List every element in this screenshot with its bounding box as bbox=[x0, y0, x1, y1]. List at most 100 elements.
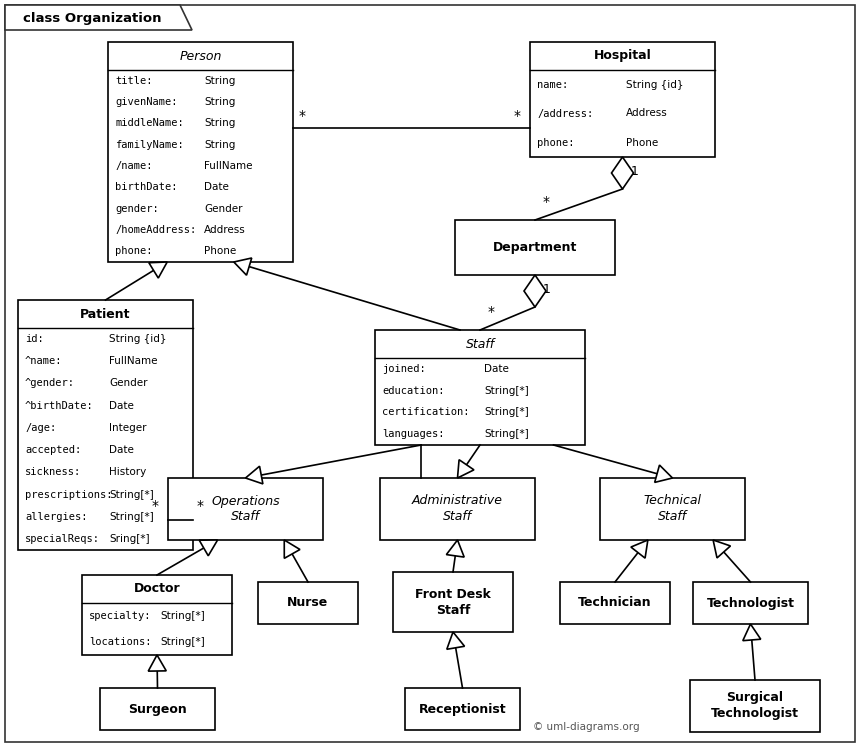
Bar bbox=[600, 478, 745, 540]
Text: String[*]: String[*] bbox=[160, 637, 205, 647]
Text: String: String bbox=[204, 75, 236, 86]
Text: id:: id: bbox=[25, 334, 44, 344]
Text: /name:: /name: bbox=[115, 161, 152, 171]
Text: ^name:: ^name: bbox=[25, 356, 63, 366]
Text: Gender: Gender bbox=[109, 379, 148, 388]
Text: prescriptions:: prescriptions: bbox=[25, 489, 113, 500]
Polygon shape bbox=[149, 262, 167, 278]
Text: Address: Address bbox=[204, 225, 246, 235]
Polygon shape bbox=[148, 655, 166, 671]
Text: allergies:: allergies: bbox=[25, 512, 88, 521]
Polygon shape bbox=[458, 459, 474, 478]
Text: History: History bbox=[109, 468, 146, 477]
Text: Technician: Technician bbox=[578, 597, 652, 610]
Text: String[*]: String[*] bbox=[484, 429, 529, 439]
Text: title:: title: bbox=[115, 75, 152, 86]
Text: Patient: Patient bbox=[80, 308, 131, 320]
Text: Integer: Integer bbox=[109, 423, 146, 433]
Polygon shape bbox=[5, 5, 192, 30]
Text: Front Desk
Staff: Front Desk Staff bbox=[415, 587, 491, 616]
Text: Receptionist: Receptionist bbox=[419, 702, 507, 716]
Text: Surgeon: Surgeon bbox=[128, 702, 187, 716]
Text: certification:: certification: bbox=[382, 407, 470, 418]
Text: middleName:: middleName: bbox=[115, 118, 184, 128]
Text: String[*]: String[*] bbox=[109, 512, 154, 521]
Text: ^gender:: ^gender: bbox=[25, 379, 75, 388]
Text: String: String bbox=[204, 140, 236, 149]
Text: Person: Person bbox=[180, 49, 222, 63]
Text: *: * bbox=[488, 305, 495, 319]
Text: Staff: Staff bbox=[465, 338, 494, 350]
Text: /address:: /address: bbox=[537, 108, 593, 119]
Text: 1: 1 bbox=[543, 283, 551, 296]
Text: Date: Date bbox=[109, 400, 134, 411]
Text: phone:: phone: bbox=[537, 137, 574, 147]
Text: Address: Address bbox=[626, 108, 668, 119]
Text: Phone: Phone bbox=[204, 247, 237, 256]
Bar bbox=[18, 300, 193, 550]
Bar bbox=[108, 42, 293, 262]
Polygon shape bbox=[743, 624, 761, 641]
Text: birthDate:: birthDate: bbox=[115, 182, 177, 192]
Text: Department: Department bbox=[493, 241, 577, 254]
Polygon shape bbox=[447, 632, 464, 649]
Text: sickness:: sickness: bbox=[25, 468, 81, 477]
Text: Surgical
Technologist: Surgical Technologist bbox=[711, 692, 799, 721]
Bar bbox=[560, 582, 670, 624]
Text: FullName: FullName bbox=[109, 356, 157, 366]
Text: Technologist: Technologist bbox=[707, 597, 795, 610]
Text: 1: 1 bbox=[630, 165, 638, 178]
Text: Date: Date bbox=[109, 445, 134, 455]
Text: education:: education: bbox=[382, 385, 445, 396]
Text: Technical
Staff: Technical Staff bbox=[643, 495, 702, 524]
Bar bbox=[380, 478, 535, 540]
Polygon shape bbox=[654, 465, 673, 483]
Text: Sring[*]: Sring[*] bbox=[109, 534, 150, 544]
Polygon shape bbox=[245, 466, 263, 484]
Text: String {id}: String {id} bbox=[626, 79, 684, 90]
Text: String[*]: String[*] bbox=[484, 407, 529, 418]
Text: Phone: Phone bbox=[626, 137, 659, 147]
Bar bbox=[405, 688, 520, 730]
Text: String[*]: String[*] bbox=[160, 611, 205, 621]
Text: Date: Date bbox=[204, 182, 229, 192]
Text: FullName: FullName bbox=[204, 161, 253, 171]
Text: ^birthDate:: ^birthDate: bbox=[25, 400, 94, 411]
Text: joined:: joined: bbox=[382, 364, 426, 374]
Text: *: * bbox=[197, 499, 204, 513]
Text: String[*]: String[*] bbox=[109, 489, 154, 500]
Bar bbox=[530, 42, 715, 157]
Polygon shape bbox=[285, 540, 300, 558]
Bar bbox=[258, 582, 358, 624]
Text: Hospital: Hospital bbox=[593, 49, 651, 63]
Text: gender:: gender: bbox=[115, 204, 159, 214]
Polygon shape bbox=[234, 258, 252, 275]
Text: © uml-diagrams.org: © uml-diagrams.org bbox=[533, 722, 640, 732]
Bar bbox=[375, 330, 585, 445]
Text: String: String bbox=[204, 118, 236, 128]
Text: familyName:: familyName: bbox=[115, 140, 184, 149]
Bar bbox=[690, 680, 820, 732]
Text: *: * bbox=[543, 195, 550, 209]
Text: *: * bbox=[514, 108, 521, 123]
Bar bbox=[100, 688, 215, 730]
Bar bbox=[82, 575, 232, 655]
Polygon shape bbox=[446, 540, 464, 557]
Text: specialReqs:: specialReqs: bbox=[25, 534, 100, 544]
Text: String: String bbox=[204, 97, 236, 107]
Text: Nurse: Nurse bbox=[287, 597, 329, 610]
Text: languages:: languages: bbox=[382, 429, 445, 439]
Text: givenName:: givenName: bbox=[115, 97, 177, 107]
Polygon shape bbox=[200, 540, 218, 556]
Polygon shape bbox=[524, 275, 546, 307]
Text: Gender: Gender bbox=[204, 204, 243, 214]
Text: /age:: /age: bbox=[25, 423, 56, 433]
Bar bbox=[693, 582, 808, 624]
Text: String[*]: String[*] bbox=[484, 385, 529, 396]
Text: Administrative
Staff: Administrative Staff bbox=[412, 495, 503, 524]
Text: phone:: phone: bbox=[115, 247, 152, 256]
Text: *: * bbox=[299, 108, 306, 123]
Text: /homeAddress:: /homeAddress: bbox=[115, 225, 196, 235]
Text: String {id}: String {id} bbox=[109, 334, 167, 344]
Bar bbox=[393, 572, 513, 632]
